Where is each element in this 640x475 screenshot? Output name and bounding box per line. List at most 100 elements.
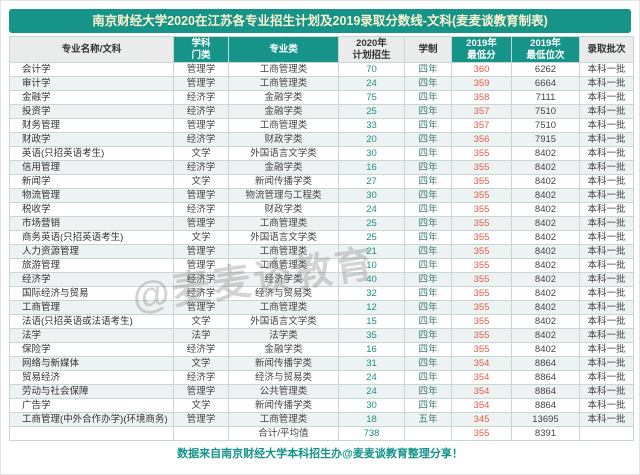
table-cell: 本科一批: [579, 216, 634, 231]
table-cell: 8402: [511, 272, 580, 287]
table-cell: 金融学: [9, 90, 174, 105]
table-cell: 外国语言文学类: [228, 146, 339, 161]
table-cell: 35: [338, 328, 405, 343]
table-cell: 工商管理类: [228, 412, 339, 427]
table-cell: 网络与新媒体: [9, 356, 174, 371]
table-cell: [173, 426, 229, 441]
table-cell: 355: [451, 342, 512, 357]
table-cell: 财政学: [9, 132, 174, 147]
page-subtitle: (麦麦谈教育制表): [451, 14, 548, 28]
table-cell: 管理学: [173, 300, 229, 315]
table-row: 市场营销 管理学 工商管理类 25 四年 355 8402 本科一批: [9, 216, 634, 231]
table-cell: 本科一批: [579, 328, 634, 343]
table-cell: 金融学类: [228, 90, 339, 105]
table-cell: 8402: [511, 244, 580, 259]
table-cell: 25: [338, 104, 405, 119]
table-cell: 357: [451, 104, 512, 119]
column-header: 专业名称/文科: [9, 36, 174, 63]
table-cell: 本科一批: [579, 342, 634, 357]
table-row: 信用管理 经济学 金融学类 16 四年 355 8402 本科一批: [9, 160, 634, 175]
table-cell: 新闻传播学类: [228, 398, 339, 413]
table-cell: 四年: [404, 132, 452, 147]
table-cell: 管理学: [173, 258, 229, 273]
table-cell: 33: [338, 118, 405, 133]
table-cell: 人力资源管理: [9, 244, 174, 259]
table-cell: 管理学: [173, 384, 229, 399]
table-cell: 公共管理类: [228, 384, 339, 399]
table-cell: 32: [338, 286, 405, 301]
table-cell: 本科一批: [579, 104, 634, 119]
table-cell: 文学: [173, 398, 229, 413]
table-cell: 管理学: [173, 76, 229, 91]
table-row: 税收学 经济学 财政学类 24 四年 355 8402 本科一批: [9, 202, 634, 217]
table-cell: 四年: [404, 384, 452, 399]
table-cell: 16: [338, 342, 405, 357]
table-cell: 会计学: [9, 62, 174, 77]
table-cell: 本科一批: [579, 244, 634, 259]
table-cell: 四年: [404, 356, 452, 371]
table-cell: 新闻传播学类: [228, 174, 339, 189]
table-cell: 经济与贸易类: [228, 370, 339, 385]
table-cell: 管理学: [173, 244, 229, 259]
table-cell: 文学: [173, 146, 229, 161]
table-cell: 8391: [511, 426, 580, 441]
table-cell: 8402: [511, 174, 580, 189]
table-row: 新闻学 文学 新闻传播学类 27 四年 355 8402 本科一批: [9, 174, 634, 189]
table-cell: 7510: [511, 104, 580, 119]
table-cell: 四年: [404, 146, 452, 161]
table-cell: 四年: [404, 76, 452, 91]
table-cell: 355: [451, 426, 512, 441]
table-cell: 四年: [404, 272, 452, 287]
table-cell: 文学: [173, 174, 229, 189]
table-cell: [404, 426, 452, 441]
table-row: 劳动与社会保障 管理学 公共管理类 24 四年 354 8864 本科一批: [9, 384, 634, 399]
table-cell: [579, 426, 634, 441]
table-cell: 本科一批: [579, 300, 634, 315]
table-cell: 本科一批: [579, 384, 634, 399]
table-cell: 国际经济与贸易: [9, 286, 174, 301]
table-cell: 经济学: [173, 160, 229, 175]
table-cell: 27: [338, 174, 405, 189]
table-cell: 70: [338, 62, 405, 77]
table-cell: 354: [451, 356, 512, 371]
table-cell: 738: [338, 426, 405, 441]
table-cell: 355: [451, 174, 512, 189]
table-cell: 24: [338, 76, 405, 91]
table-header-row: 专业名称/文科 学科 门类 专业类 2020年 计划招生 学制 2019年 最低分 2019…: [9, 36, 634, 63]
table-cell: 工商管理类: [228, 216, 339, 231]
table-cell: 20: [338, 132, 405, 147]
total-row: 合计/平均值 738 355 8391: [9, 426, 634, 441]
table-cell: 管理学: [173, 412, 229, 427]
table-row: 广告学 文学 新闻传播学类 30 四年 354 8864 本科一批: [9, 398, 634, 413]
table-cell: 法学类: [228, 328, 339, 343]
table-cell: 8402: [511, 300, 580, 315]
table-cell: 四年: [404, 174, 452, 189]
table-cell: 信用管理: [9, 160, 174, 175]
column-header: 录取批次: [579, 36, 634, 63]
table-cell: 四年: [404, 104, 452, 119]
table-cell: 英语(只招英语考生): [9, 146, 174, 161]
table-cell: 四年: [404, 202, 452, 217]
table-cell: 经济学: [173, 132, 229, 147]
table-cell: 354: [451, 398, 512, 413]
table-cell: 工商管理: [9, 300, 174, 315]
table-row: 法学 法学 法学类 35 四年 355 8402 本科一批: [9, 328, 634, 343]
table-cell: 355: [451, 230, 512, 245]
table-cell: 355: [451, 202, 512, 217]
table-cell: 物流管理: [9, 188, 174, 203]
table-cell: 本科一批: [579, 118, 634, 133]
table-cell: 355: [451, 244, 512, 259]
table-cell: 24: [338, 384, 405, 399]
table-cell: 25: [338, 216, 405, 231]
table-cell: 经济学: [173, 370, 229, 385]
table-cell: 四年: [404, 286, 452, 301]
table-cell: 文学: [173, 230, 229, 245]
table-cell: 本科一批: [579, 202, 634, 217]
table-cell: 四年: [404, 90, 452, 105]
table-cell: 356: [451, 132, 512, 147]
table-cell: 8402: [511, 314, 580, 329]
table-cell: 355: [451, 258, 512, 273]
table-cell: 355: [451, 300, 512, 315]
table-cell: 四年: [404, 300, 452, 315]
table-cell: 7510: [511, 118, 580, 133]
